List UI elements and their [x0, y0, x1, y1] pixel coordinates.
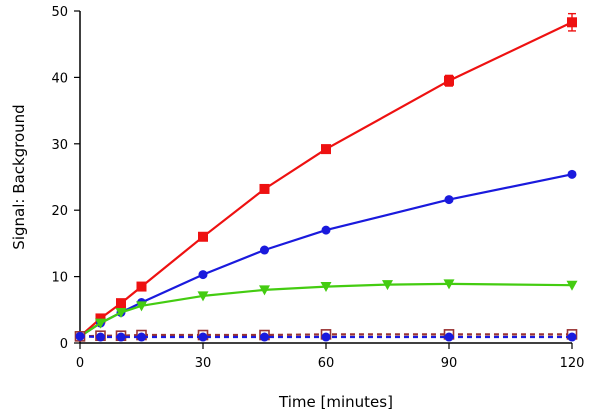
x-tick-label: 0 [76, 356, 84, 371]
series-4 [75, 331, 577, 342]
y-tick-label: 40 [51, 71, 68, 86]
x-tick-label: 120 [560, 356, 585, 371]
y-tick-label: 0 [60, 337, 68, 352]
series-1-point [260, 245, 269, 255]
series-0-point [116, 298, 126, 309]
series-4-point [116, 332, 126, 342]
series-4-point [137, 332, 146, 342]
series-4-point [96, 332, 105, 342]
y-axis-title: Signal: Background [10, 104, 28, 249]
x-tick-label: 30 [195, 356, 212, 371]
series-0-point [198, 231, 208, 242]
series-0-point [444, 75, 454, 86]
y-tick-label: 20 [51, 204, 68, 219]
series-2-point [320, 282, 332, 293]
series-4-point [444, 332, 454, 342]
series-2-point [566, 280, 578, 291]
series-1 [75, 169, 577, 341]
series-1-point [444, 195, 454, 205]
series-1-point [198, 270, 208, 280]
series-0 [75, 12, 577, 342]
series-4-point [567, 332, 577, 342]
series-0-point [259, 183, 270, 194]
series-2-line [79, 282, 573, 338]
series-0-point [136, 281, 147, 292]
series-layer [74, 12, 578, 342]
series-4-point [321, 332, 331, 342]
series-4-point [198, 332, 208, 342]
series-1-line [79, 173, 573, 338]
y-tick-label: 30 [51, 138, 68, 153]
series-2-point [95, 318, 106, 329]
x-tick-label: 60 [318, 356, 335, 371]
y-tick-label: 10 [51, 271, 68, 286]
series-2-point [197, 291, 209, 302]
axes: 0 10 20 30 40 50 0 30 60 90 120 [51, 5, 584, 371]
series-2-point [259, 285, 270, 296]
series-0-point [95, 313, 106, 324]
series-4-point [75, 331, 85, 341]
x-tick-label: 90 [441, 356, 458, 371]
series-2-point [443, 279, 455, 290]
y-tick-label: 50 [51, 5, 68, 20]
series-3-line [79, 333, 572, 338]
series-1-point [321, 225, 331, 235]
series-2-point [115, 307, 127, 318]
series-4-point [260, 332, 269, 342]
series-2-point [136, 301, 147, 312]
series-1-point [567, 169, 577, 179]
series-0-point [567, 17, 577, 28]
series-2-point [382, 280, 393, 291]
series-4-line [79, 335, 572, 339]
x-axis-title: Time [minutes] [278, 393, 393, 411]
series-0-point [321, 144, 331, 155]
